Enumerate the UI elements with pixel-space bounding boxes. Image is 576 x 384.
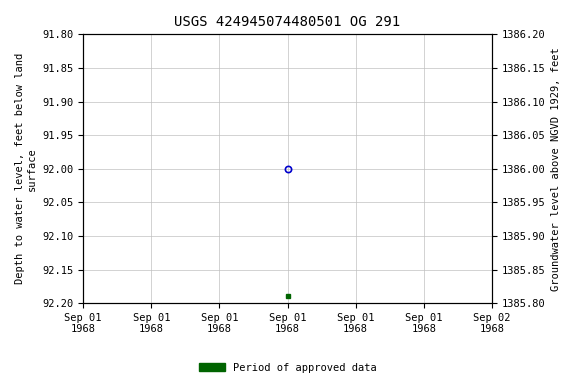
Y-axis label: Depth to water level, feet below land
surface: Depth to water level, feet below land su… (15, 53, 37, 284)
Legend: Period of approved data: Period of approved data (195, 359, 381, 377)
Title: USGS 424945074480501 OG 291: USGS 424945074480501 OG 291 (175, 15, 401, 29)
Y-axis label: Groundwater level above NGVD 1929, feet: Groundwater level above NGVD 1929, feet (551, 47, 561, 291)
